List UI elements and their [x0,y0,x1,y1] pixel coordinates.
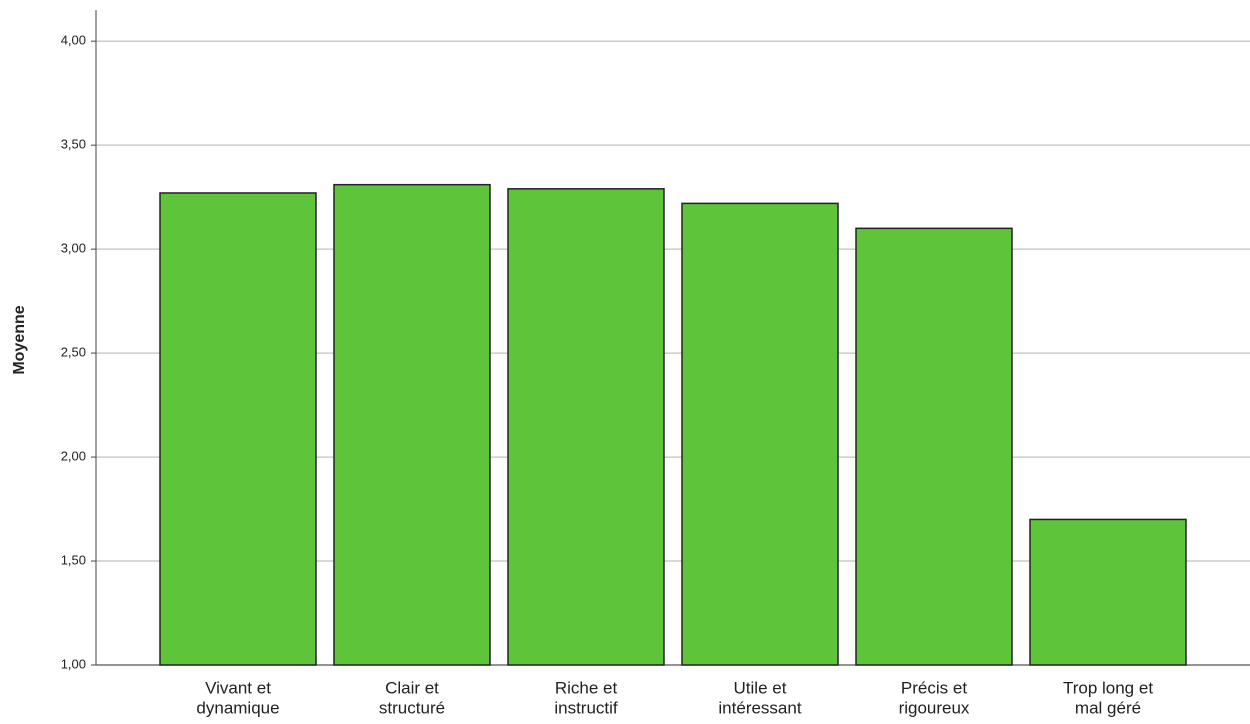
bar [1029,518,1187,666]
bar [681,202,839,666]
x-tick-label: Clair et [385,678,439,697]
bar [159,192,317,666]
y-tick-label: 1,50 [61,552,86,567]
x-tick-label: dynamique [196,698,279,717]
x-tick-label: intéressant [718,698,801,717]
y-tick-label: 4,00 [61,33,86,48]
x-tick-label: Utile et [734,678,787,697]
x-tick-label: rigoureux [899,698,970,717]
y-tick-label: 1,00 [61,656,86,671]
bar [855,227,1013,666]
bar [333,183,491,666]
y-tick-label: 3,50 [61,137,86,152]
y-tick-label: 2,00 [61,449,86,464]
x-tick-label: instructif [554,698,618,717]
y-tick-label: 2,50 [61,345,86,360]
x-tick-label: Précis et [901,678,967,697]
x-tick-label: structuré [379,698,445,717]
bar [507,188,665,666]
x-tick-label: mal géré [1075,698,1141,717]
x-tick-label: Riche et [555,678,618,697]
y-axis-label: Moyenne [11,305,28,374]
y-tick-label: 3,00 [61,241,86,256]
x-tick-label: Trop long et [1063,678,1153,697]
x-tick-label: Vivant et [205,678,271,697]
